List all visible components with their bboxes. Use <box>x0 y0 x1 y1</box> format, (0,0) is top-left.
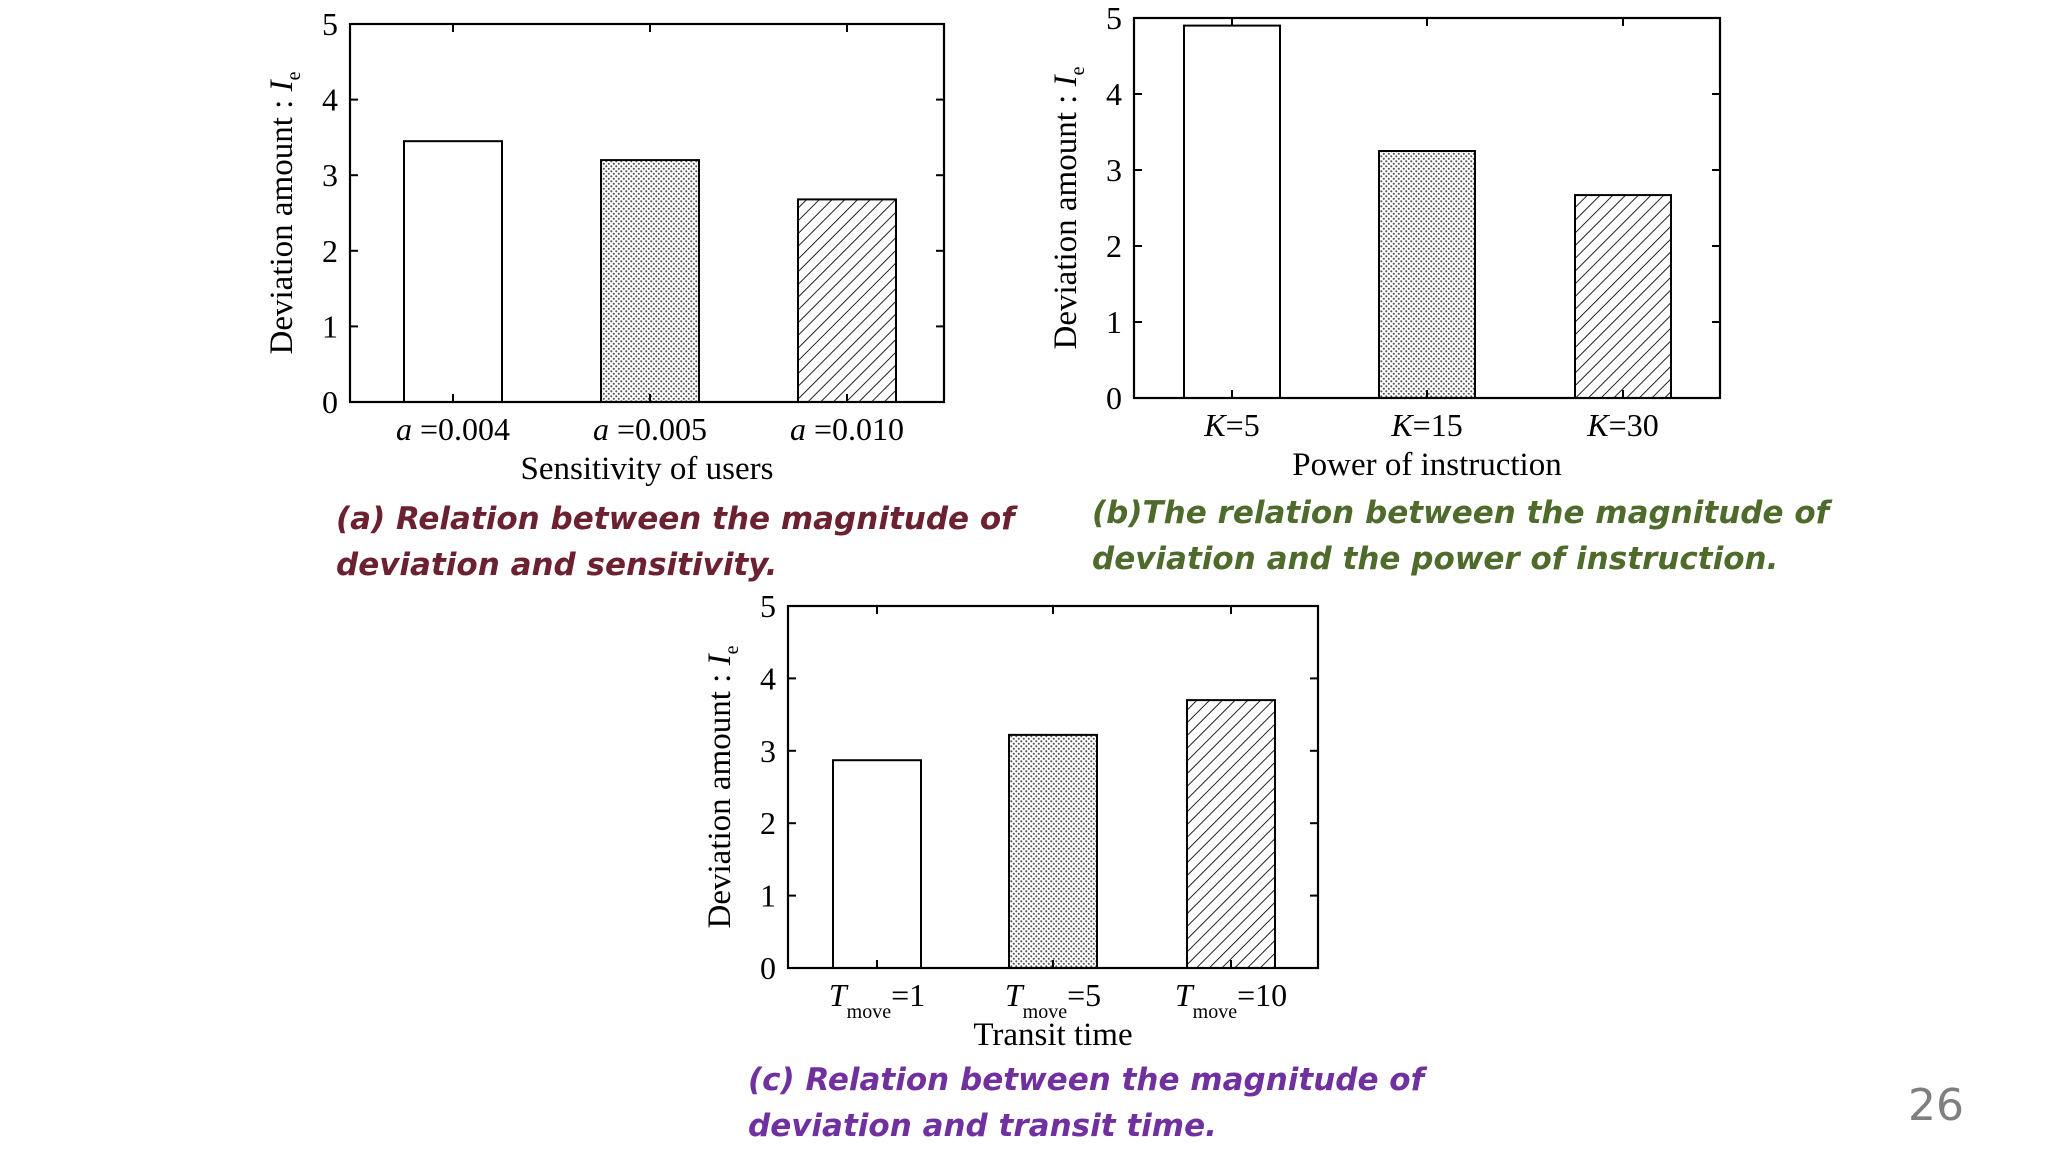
caption-b-line-1: (b)The relation between the magnitude of <box>1092 495 1830 531</box>
xtick-label-c-2: Tmove=5 <box>1005 977 1101 1023</box>
ytick-label-a-0: 0 <box>322 384 338 420</box>
bar-c-1 <box>832 759 922 969</box>
y-axis-label-var-b: I <box>1048 73 1084 87</box>
xtick-rest-a-3: =0.010 <box>806 411 904 447</box>
bar-c-2 <box>1008 733 1098 970</box>
xtick-label-b-3: K=30 <box>1586 407 1658 443</box>
xtick-sub-c-3: move <box>1193 1001 1238 1023</box>
caption-c-line-1: (c) Relation between the magnitude of <box>748 1062 1425 1098</box>
ytick-label-c-2: 2 <box>760 805 776 841</box>
bar-a-2 <box>600 159 700 403</box>
y-axis-label-sub-c: e <box>721 645 743 654</box>
xtick-rest-a-2: =0.005 <box>609 411 707 447</box>
xtick-rest-a-1: =0.004 <box>412 411 510 447</box>
x-axis-label-b: Power of instruction <box>1292 447 1561 483</box>
ytick-label-a-3: 3 <box>322 157 338 193</box>
bar-a-1 <box>403 140 503 403</box>
x-axis-label-c: Transit time <box>973 1017 1132 1053</box>
xtick-sub-c-2: move <box>1023 1001 1068 1023</box>
caption-c-line-2: deviation and transit time. <box>748 1108 1217 1144</box>
xtick-label-c-1: Tmove=1 <box>829 977 925 1023</box>
ytick-label-c-4: 4 <box>760 660 776 696</box>
xtick-rest-b-3: =30 <box>1609 407 1659 443</box>
ytick-label-a-1: 1 <box>322 308 338 344</box>
y-axis-label-a: Deviation amount : Ie <box>264 71 305 354</box>
xtick-var-a-1: a <box>396 411 412 447</box>
xtick-var-b-3: K <box>1586 407 1610 443</box>
ytick-label-b-0: 0 <box>1106 380 1122 416</box>
xtick-sub-c-1: move <box>847 1001 892 1023</box>
xtick-rest-c-2: =5 <box>1067 977 1101 1013</box>
y-axis-label-text-c: Deviation amount : <box>702 665 738 928</box>
y-axis-label-var-a: I <box>264 78 300 92</box>
ytick-label-b-5: 5 <box>1106 0 1122 36</box>
xtick-label-c-3: Tmove=10 <box>1175 977 1287 1023</box>
x-axis-label-a: Sensitivity of users <box>521 451 774 487</box>
caption-a-line-1: (a) Relation between the magnitude of <box>336 501 1015 537</box>
y-axis-label-sub-a: e <box>283 71 305 80</box>
y-axis-label-c: Deviation amount : Ie <box>702 645 743 928</box>
xtick-label-a-3: a =0.010 <box>790 411 904 447</box>
xtick-label-b-2: K=15 <box>1390 407 1462 443</box>
plot-frame-a <box>348 22 946 404</box>
xtick-rest-b-2: =15 <box>1413 407 1463 443</box>
ytick-label-c-3: 3 <box>760 733 776 769</box>
bar-b-3 <box>1574 194 1672 399</box>
xtick-var-c-1: T <box>829 977 849 1013</box>
ytick-label-b-1: 1 <box>1106 304 1122 340</box>
xtick-var-c-3: T <box>1175 977 1195 1013</box>
ytick-label-b-3: 3 <box>1106 152 1122 188</box>
y-axis-label-text-a: Deviation amount : <box>264 91 300 354</box>
ytick-label-c-0: 0 <box>760 950 776 986</box>
bar-b-2 <box>1378 150 1476 399</box>
xtick-label-a-2: a =0.005 <box>593 411 707 447</box>
xtick-rest-c-1: =1 <box>891 977 925 1013</box>
y-axis-label-b: Deviation amount : Ie <box>1048 66 1089 349</box>
xtick-label-b-1: K=5 <box>1203 407 1259 443</box>
bar-c-3 <box>1186 699 1276 969</box>
caption-c: (c) Relation between the magnitude of de… <box>748 1057 1424 1149</box>
y-axis-label-var-c: I <box>702 652 738 666</box>
xtick-var-a-2: a <box>593 411 609 447</box>
ytick-label-b-2: 2 <box>1106 228 1122 264</box>
xtick-rest-c-3: =10 <box>1237 977 1287 1013</box>
ytick-label-a-5: 5 <box>322 6 338 42</box>
ytick-label-a-2: 2 <box>322 233 338 269</box>
xtick-var-c-2: T <box>1005 977 1025 1013</box>
y-axis-label-text-b: Deviation amount : <box>1048 86 1084 349</box>
xtick-label-a-1: a =0.004 <box>396 411 510 447</box>
y-axis-label-sub-b: e <box>1067 66 1089 75</box>
ytick-label-c-1: 1 <box>760 878 776 914</box>
xtick-var-a-3: a <box>790 411 806 447</box>
caption-b: (b)The relation between the magnitude of… <box>1092 490 1829 582</box>
bar-a-3 <box>797 198 897 403</box>
ytick-label-b-4: 4 <box>1106 76 1122 112</box>
caption-a-line-2: deviation and sensitivity. <box>336 547 778 583</box>
xtick-var-b-1: K <box>1203 407 1227 443</box>
page-number: 26 <box>1908 1080 1964 1131</box>
caption-a: (a) Relation between the magnitude of de… <box>336 496 1015 588</box>
ytick-label-a-4: 4 <box>322 82 338 118</box>
ytick-label-c-5: 5 <box>760 588 776 624</box>
xtick-var-b-2: K <box>1390 407 1414 443</box>
xtick-rest-b-1: =5 <box>1226 407 1260 443</box>
caption-b-line-2: deviation and the power of instruction. <box>1092 541 1779 577</box>
